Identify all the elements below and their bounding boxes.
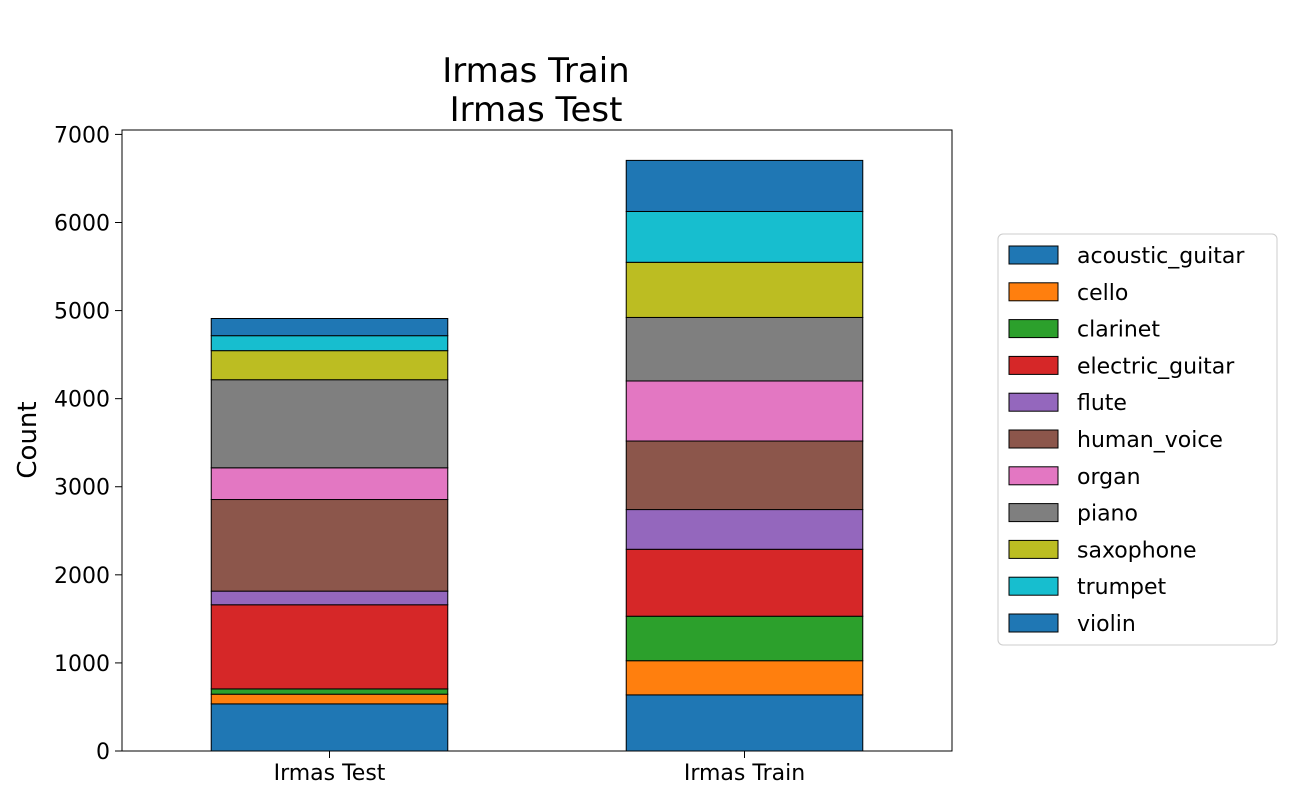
bar-segment-clarinet-0: [210, 688, 449, 695]
legend-label-saxophone: saxophone: [1077, 538, 1197, 563]
bar-segment-trumpet-0: [210, 335, 449, 352]
legend-swatch-cello: [1008, 282, 1059, 302]
legend-label-human_voice: human_voice: [1077, 428, 1223, 453]
bar-segment-piano-1: [625, 316, 864, 382]
y-tick-label: 1000: [54, 652, 110, 677]
bar-segment-human_voice-0: [210, 499, 449, 592]
bar-segment-flute-0: [210, 590, 449, 606]
bar-segment-saxophone-1: [625, 261, 864, 318]
legend-swatch-flute: [1008, 392, 1059, 412]
plot-frame: [121, 129, 953, 752]
bar-segment-organ-1: [625, 380, 864, 442]
y-axis-label: Count: [13, 401, 43, 478]
legend-label-organ: organ: [1077, 465, 1141, 490]
legend-swatch-trumpet: [1008, 576, 1059, 596]
legend-swatch-human_voice: [1008, 429, 1059, 449]
bar-segment-flute-1: [625, 509, 864, 550]
legend-swatch-saxophone: [1008, 539, 1059, 559]
x-tick-label: Irmas Train: [684, 761, 805, 786]
bar-segment-electric_guitar-1: [625, 548, 864, 617]
legend-swatch-piano: [1008, 503, 1059, 523]
bar-segment-cello-1: [625, 660, 864, 696]
y-tick-label: 5000: [54, 300, 110, 325]
bars-group: [210, 159, 864, 752]
legend-label-acoustic_guitar: acoustic_guitar: [1077, 244, 1245, 269]
legend-swatch-organ: [1008, 466, 1059, 486]
legend-label-cello: cello: [1077, 281, 1128, 306]
legend-swatch-electric_guitar: [1008, 355, 1059, 375]
chart-title-line-2: Irmas Test: [450, 90, 623, 130]
bar-segment-clarinet-1: [625, 615, 864, 662]
legend-label-piano: piano: [1077, 502, 1138, 527]
bar-segment-human_voice-1: [625, 440, 864, 511]
legend-box: [997, 233, 1278, 646]
bar-segment-acoustic_guitar-1: [625, 694, 864, 752]
y-tick-label: 3000: [54, 476, 110, 501]
legend-label-flute: flute: [1077, 391, 1127, 416]
bar-segment-piano-0: [210, 379, 449, 469]
chart-title-line-1: Irmas Train: [442, 51, 629, 91]
y-tick-label: 6000: [54, 211, 110, 236]
legend-label-clarinet: clarinet: [1077, 318, 1160, 343]
y-tick-label: 7000: [54, 123, 110, 148]
x-axis: Irmas Test Irmas Train: [274, 751, 805, 786]
bar-segment-organ-0: [210, 467, 449, 501]
legend-swatch-violin: [1008, 613, 1059, 633]
legend-label-trumpet: trumpet: [1077, 575, 1167, 600]
legend-label-electric_guitar: electric_guitar: [1077, 354, 1235, 379]
y-tick-label: 0: [96, 740, 110, 765]
legend-swatch-acoustic_guitar: [1008, 245, 1059, 265]
x-tick-label: Irmas Test: [274, 761, 386, 786]
bar-segment-electric_guitar-0: [210, 604, 449, 690]
bar-segment-violin-0: [210, 318, 449, 337]
bar-segment-violin-1: [625, 159, 864, 212]
bar-segment-acoustic_guitar-0: [210, 703, 449, 752]
y-tick-label: 4000: [54, 388, 110, 413]
legend-swatch-clarinet: [1008, 319, 1059, 339]
bar-segment-saxophone-0: [210, 350, 449, 381]
bar-segment-cello-0: [210, 693, 449, 705]
y-tick-label: 2000: [54, 564, 110, 589]
y-axis: 0 1000 2000 3000 4000 5000 6000 7000: [54, 123, 122, 765]
bar-segment-trumpet-1: [625, 210, 864, 263]
legend-label-violin: violin: [1077, 612, 1136, 637]
